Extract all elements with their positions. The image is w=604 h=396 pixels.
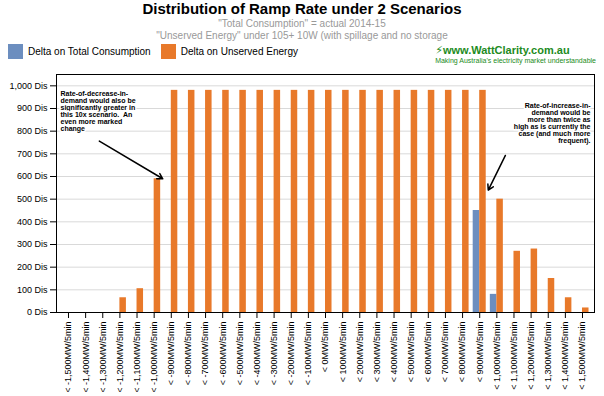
html-text:"Unserved Energy" under 105+ 1: "Unserved Energy" under 105+ 10W (with s… [156,30,448,41]
svg-text:900 Dis: 900 Dis [17,103,48,113]
html-text:⚡www.WattClarity.com.au: ⚡www.WattClarity.com.au [435,43,570,56]
svg-text:400 Dis: 400 Dis [17,217,48,227]
svg-text:< -1,100MW/5min: < -1,100MW/5min [132,322,142,393]
svg-text:< -1,500MW/5min: < -1,500MW/5min [63,322,73,393]
svg-text:Rate-of-increase-in-demand wou: Rate-of-increase-in-demand would bemore … [514,102,591,145]
svg-text:< 800MW/5min: < 800MW/5min [457,322,467,383]
svg-text:< 700MW/5min: < 700MW/5min [440,322,450,383]
svg-text:100 Dis: 100 Dis [17,285,48,295]
html-text:Delta on Total Consumption: Delta on Total Consumption [28,46,151,57]
svg-text:< -100MW/5min: < -100MW/5min [303,322,313,386]
svg-text:0 Dis: 0 Dis [27,307,48,317]
svg-text:700 Dis: 700 Dis [17,149,48,159]
svg-text:< -800MW/5min: < -800MW/5min [183,322,193,386]
svg-text:< -500MW/5min: < -500MW/5min [235,322,245,386]
svg-text:Rate-of-decrease-in-demand wou: Rate-of-decrease-in-demand would also be… [61,90,136,133]
html-text:Distribution of Ramp Rate unde: Distribution of Ramp Rate under 2 Scenar… [142,0,462,17]
svg-text:< 1,400MW/5min: < 1,400MW/5min [560,322,570,390]
svg-text:< 0MW/5min: < 0MW/5min [320,322,330,373]
svg-text:< 200MW/5min: < 200MW/5min [355,322,365,383]
svg-text:< -200MW/5min: < -200MW/5min [286,322,296,386]
svg-text:< -700MW/5min: < -700MW/5min [200,322,210,386]
svg-text:< 1,100MW/5min: < 1,100MW/5min [509,322,519,390]
svg-text:< -1,300MW/5min: < -1,300MW/5min [98,322,108,393]
svg-text:< 1,200MW/5min: < 1,200MW/5min [526,322,536,390]
svg-text:< -1,400MW/5min: < -1,400MW/5min [81,322,91,393]
svg-text:< 1,500MW/5min: < 1,500MW/5min [577,322,587,390]
svg-text:< 300MW/5min: < 300MW/5min [372,322,382,383]
svg-text:< 100MW/5min: < 100MW/5min [338,322,348,383]
svg-text:< -600MW/5min: < -600MW/5min [218,322,228,386]
svg-text:< 500MW/5min: < 500MW/5min [406,322,416,383]
svg-text:600 Dis: 600 Dis [17,171,48,181]
svg-text:< -300MW/5min: < -300MW/5min [269,322,279,386]
svg-text:< -1,200MW/5min: < -1,200MW/5min [115,322,125,393]
html-text:Making Australia's electricity: Making Australia's electricity market un… [435,56,596,64]
html-text:Delta on Unserved Energy: Delta on Unserved Energy [180,46,298,57]
svg-text:< 1,300MW/5min: < 1,300MW/5min [543,322,553,390]
svg-text:< -400MW/5min: < -400MW/5min [252,322,262,386]
svg-text:300 Dis: 300 Dis [17,239,48,249]
svg-text:< -900MW/5min: < -900MW/5min [166,322,176,386]
html-text:"Total Consumption" = actual 2: "Total Consumption" = actual 2014-15 [218,18,386,29]
svg-text:< -1,000MW/5min: < -1,000MW/5min [149,322,159,393]
svg-text:500 Dis: 500 Dis [17,194,48,204]
svg-text:800 Dis: 800 Dis [17,126,48,136]
svg-text:200 Dis: 200 Dis [17,262,48,272]
svg-text:< 400MW/5min: < 400MW/5min [389,322,399,383]
svg-text:< 1,000MW/5min: < 1,000MW/5min [492,322,502,390]
svg-text:< 600MW/5min: < 600MW/5min [423,322,433,383]
svg-text:< 900MW/5min: < 900MW/5min [475,322,485,383]
svg-text:1,000 Dis: 1,000 Dis [9,81,48,91]
